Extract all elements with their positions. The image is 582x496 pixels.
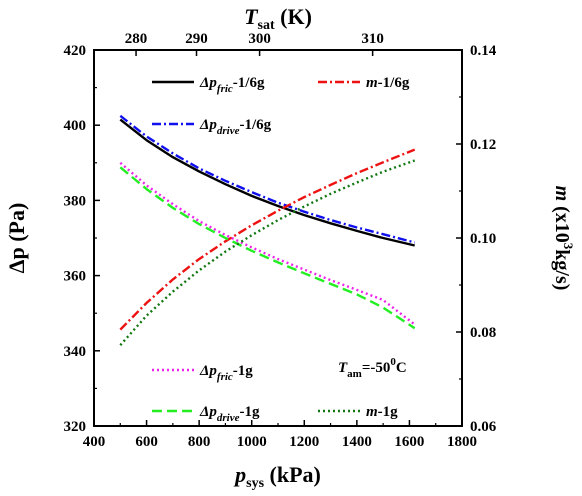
x-tick-label: 1800: [447, 434, 477, 450]
top-axis-title-main: T: [244, 4, 259, 29]
top-tick-label: 280: [125, 31, 148, 47]
legend-label-dpfric-1: Δpfric-1g: [199, 363, 253, 383]
right-axis-title-main: m: [551, 186, 573, 202]
top-tick-label: 300: [248, 31, 271, 47]
x-tick-label: 600: [135, 434, 158, 450]
x-tick-label: 800: [188, 434, 211, 450]
ambient-temperature-annotation: Tam=-500C: [338, 356, 407, 380]
right-tick-label: 0.14: [470, 43, 497, 59]
x-axis-title-main: p: [233, 462, 246, 487]
right-axis-title-sup: 3: [561, 243, 576, 250]
legend: Δpfric-1/6g Δpdrive-1/6g m-1/6g Δpfric-1g Δp…: [152, 75, 410, 424]
right-axis-title: m (x103kg/s): [551, 186, 576, 291]
left-axis-title-main: Δp: [4, 247, 29, 273]
right-tick-label: 0.06: [470, 419, 497, 435]
series-line-dpdrive-16: [119, 114, 416, 244]
series-line-m-1: [119, 159, 416, 346]
annotation-sup: 0: [390, 356, 396, 368]
top-axis-title: Tsat (K): [244, 4, 312, 33]
x-tick-label: 1600: [394, 434, 424, 450]
series-line-m-16: [119, 148, 416, 331]
right-tick-label: 0.10: [470, 231, 496, 247]
legend-label-m-1: m-1g: [366, 404, 398, 420]
left-tick-label: 400: [64, 118, 87, 134]
left-tick-label: 420: [64, 43, 87, 59]
series-line-dpdrive-1: [119, 166, 416, 330]
annotation-value: =-50: [362, 360, 391, 376]
top-tick-label: 310: [361, 31, 384, 47]
x-tick-label: 400: [83, 434, 106, 450]
x-axis-title-unit: (kPa): [264, 462, 321, 487]
left-tick-label: 380: [64, 193, 87, 209]
legend-label-dpdrive-1: Δpdrive-1g: [199, 404, 260, 424]
series-line-dpfric-1: [119, 161, 416, 326]
x-tick-label: 1400: [342, 434, 372, 450]
right-tick-label: 0.12: [470, 137, 496, 153]
left-tick-label: 320: [64, 419, 87, 435]
legend-label-dpdrive-16: Δpdrive-1/6g: [199, 117, 272, 137]
legend-label-m-16: m-1/6g: [366, 75, 410, 91]
right-axis-title-unit-pre: (x10: [551, 201, 573, 243]
annotation-unit: C: [396, 360, 407, 376]
axis-ticks: [93, 49, 463, 427]
annotation-sub: am: [347, 368, 362, 380]
legend-label-dpfric-16: Δpfric-1/6g: [199, 75, 265, 95]
top-axis-title-sub: sat: [258, 18, 275, 33]
annotation-main: T: [338, 360, 348, 376]
plot-frame: [93, 49, 463, 427]
x-tick-label: 1200: [289, 434, 319, 450]
series-line-dpfric-16: [119, 118, 415, 247]
top-tick-label: 290: [185, 31, 208, 47]
axis-tick-labels: 400 600 800 1000 1200 1400 1600 1800 320 340 360 38…: [64, 31, 497, 450]
x-axis-title: psys (kPa): [233, 462, 321, 491]
right-tick-label: 0.08: [470, 325, 496, 341]
x-axis-title-sub: sys: [246, 476, 264, 491]
left-tick-label: 340: [64, 344, 87, 360]
left-axis-title-unit: (Pa): [4, 203, 29, 248]
series-lines: [119, 114, 416, 346]
top-axis-title-unit: (K): [275, 4, 312, 29]
x-tick-label: 1000: [237, 434, 267, 450]
right-axis-title-unit-post: kg/s): [551, 249, 573, 290]
left-tick-label: 360: [64, 269, 87, 285]
left-axis-title: Δp (Pa): [4, 203, 29, 274]
